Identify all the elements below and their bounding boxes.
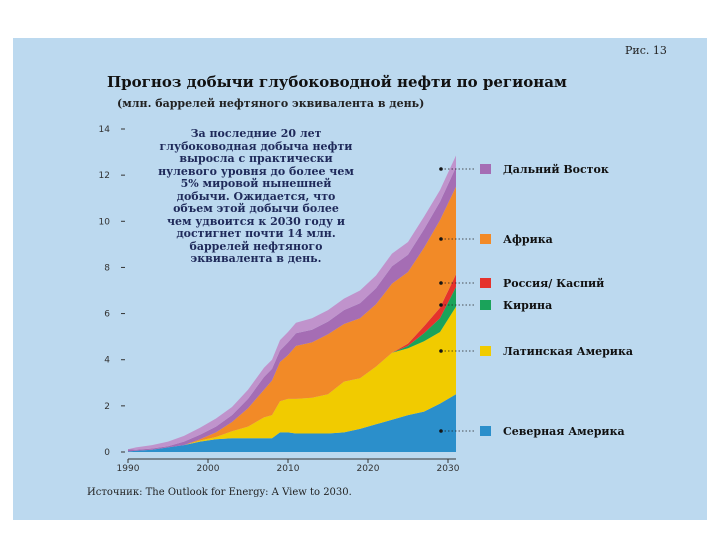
legend-label-north-america: Северная Америка xyxy=(503,424,625,438)
chart-title: Прогноз добычи глубоководной нефти по ре… xyxy=(107,73,567,91)
y-tick-label-4: 4 xyxy=(104,356,110,366)
legend-item-far-east: Дальний Восток xyxy=(480,162,609,176)
x-tick-label-2010: 2010 xyxy=(277,464,300,474)
legend-swatch-china xyxy=(480,300,491,310)
y-tick-label-8: 8 xyxy=(104,263,110,273)
x-tick-label-2020: 2020 xyxy=(357,464,380,474)
chart-annotation: За последние 20 лет глубоководная добыча… xyxy=(158,127,354,265)
legend-label-africa: Африка xyxy=(503,232,553,246)
legend-swatch-latin-america xyxy=(480,346,491,356)
legend-swatch-north-america xyxy=(480,426,491,436)
legend-item-latin-america: Латинская Америка xyxy=(480,344,633,358)
area-north-america xyxy=(128,394,456,452)
y-tick-label-14: 14 xyxy=(99,125,111,135)
y-tick-label-2: 2 xyxy=(104,402,110,412)
legend-label-russia-caspian: Россия/ Каспий xyxy=(503,276,605,290)
legend-swatch-africa xyxy=(480,234,491,244)
y-tick-label-6: 6 xyxy=(104,310,110,320)
x-tick-label-1990: 1990 xyxy=(117,464,140,474)
y-tick-label-12: 12 xyxy=(99,171,110,181)
y-tick-label-0: 0 xyxy=(104,448,110,458)
legend-swatch-russia-caspian xyxy=(480,278,491,288)
y-tick-label-10: 10 xyxy=(99,217,111,227)
x-tick-label-2030: 2030 xyxy=(437,464,460,474)
legend-label-far-east: Дальний Восток xyxy=(503,162,609,176)
x-tick-label-2000: 2000 xyxy=(197,464,220,474)
legend-label-china: Кирина xyxy=(503,298,553,312)
legend-item-north-america: Северная Америка xyxy=(480,424,625,438)
source-note: Источник: The Outlook for Energy: A View… xyxy=(87,487,352,498)
legend-label-latin-america: Латинская Америка xyxy=(503,344,634,358)
area-africa xyxy=(128,186,456,452)
figure-label: Рис. 13 xyxy=(625,44,667,57)
legend-item-africa: Африка xyxy=(480,232,553,246)
legend-item-china: Кирина xyxy=(480,298,552,312)
legend-item-russia-caspian: Россия/ Каспий xyxy=(480,276,604,290)
area-latin-america xyxy=(128,306,456,452)
chart-subtitle: (млн. баррелей нефтяного эквивалента в д… xyxy=(117,97,425,110)
legend-swatch-far-east xyxy=(480,164,491,174)
